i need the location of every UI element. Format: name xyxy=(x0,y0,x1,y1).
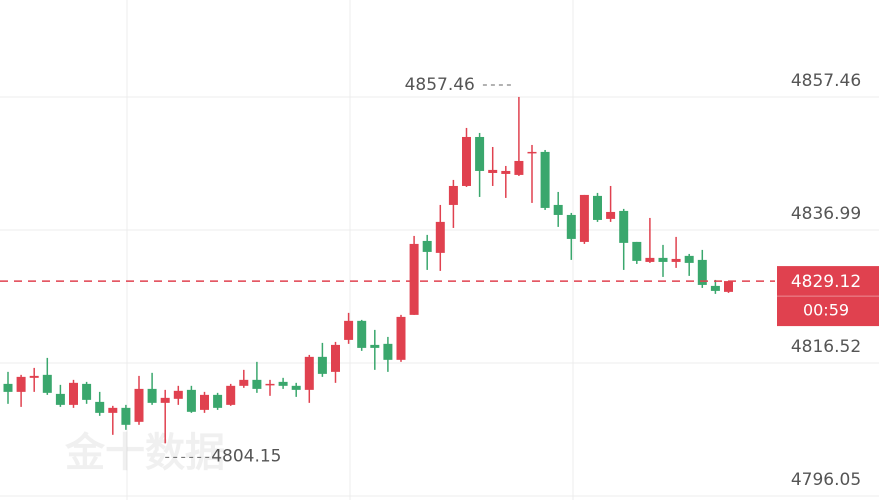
candle-body xyxy=(226,385,236,405)
candle-body xyxy=(619,210,629,243)
watermark: 金十数据 xyxy=(64,430,225,476)
candle-body xyxy=(370,344,380,348)
candle-body xyxy=(645,257,655,262)
candle-body xyxy=(409,243,419,315)
candle-body xyxy=(579,194,589,242)
candle-body xyxy=(317,356,327,374)
y-tick-label: 4857.46 xyxy=(791,71,861,91)
candle-body xyxy=(593,195,602,220)
candle-body xyxy=(422,240,432,252)
price-tag xyxy=(777,266,879,327)
candle-body xyxy=(566,214,576,239)
candle-body xyxy=(95,401,105,413)
candle-body xyxy=(304,356,314,390)
min-label: 4804.15 xyxy=(211,446,281,466)
candle-body xyxy=(462,136,471,186)
candle-body xyxy=(121,407,131,425)
candle-body xyxy=(540,151,550,208)
candle-body xyxy=(16,376,26,392)
candle-body xyxy=(632,241,642,261)
last-price-label: 4829.12 xyxy=(791,272,861,292)
candle-body xyxy=(606,211,616,219)
candle-body xyxy=(55,393,65,405)
candle-body xyxy=(147,388,157,403)
candle-body xyxy=(553,204,563,215)
y-tick-label: 4796.05 xyxy=(791,470,861,490)
candle-body xyxy=(239,379,249,386)
candle-body xyxy=(42,374,52,393)
candle-body xyxy=(488,169,498,173)
candle-body xyxy=(475,136,485,171)
candle-body xyxy=(684,255,694,263)
candle-body xyxy=(291,385,301,390)
candle-body xyxy=(134,388,144,422)
candle-body xyxy=(501,170,511,174)
candle-body xyxy=(527,151,537,154)
candle-body xyxy=(82,383,92,400)
candle-body xyxy=(265,383,275,386)
candle-body xyxy=(108,407,118,413)
candle-body xyxy=(514,160,524,175)
candle-body xyxy=(278,381,288,386)
candle-body xyxy=(173,390,183,399)
candles xyxy=(3,96,733,444)
candle-body xyxy=(724,281,733,292)
candle-body xyxy=(383,343,393,360)
candle-body xyxy=(69,382,78,405)
candle-body xyxy=(396,316,406,360)
grid: 4857.46 4836.99 4816.52 4796.05 xyxy=(0,71,879,497)
candle-body xyxy=(710,285,720,291)
vertical-grid xyxy=(126,0,574,500)
max-label: 4857.46 xyxy=(405,75,475,95)
candle-body xyxy=(448,185,458,205)
candle-body xyxy=(344,320,354,340)
candle-body xyxy=(671,258,681,262)
candle-body xyxy=(186,389,196,412)
candle-body xyxy=(252,379,262,389)
candle-body xyxy=(213,394,223,408)
candle-body xyxy=(658,257,668,262)
overlay: 4857.46 4804.15 4829.12 00:59 xyxy=(0,75,879,466)
candle-body xyxy=(697,259,707,285)
y-tick-label: 4816.52 xyxy=(791,337,861,357)
candle-body xyxy=(160,397,170,403)
candle-body xyxy=(29,375,39,378)
candle-body xyxy=(357,320,367,348)
candle-body xyxy=(200,394,209,410)
candle-body xyxy=(3,383,13,392)
countdown: 00:59 xyxy=(803,301,849,320)
candle-body xyxy=(331,344,340,372)
y-tick-label: 4836.99 xyxy=(791,204,861,224)
candle-body xyxy=(435,221,445,253)
